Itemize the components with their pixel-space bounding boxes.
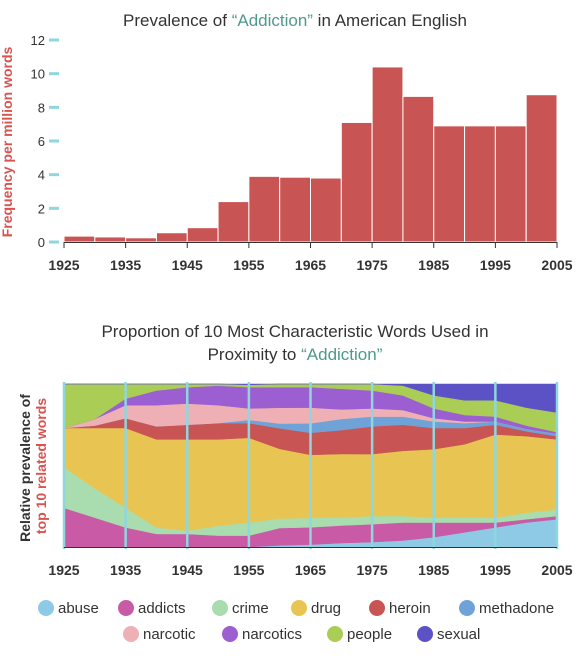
area-chart-ylabel-line2: top 10 related words (33, 398, 49, 534)
legend-label-sexual: sexual (437, 626, 480, 643)
bar-1935 (125, 237, 157, 243)
bar-1945 (186, 227, 219, 243)
bar-xtick-label: 1975 (357, 257, 388, 273)
bar-1960 (279, 176, 311, 243)
bar-ytick-label: 6 (38, 134, 45, 149)
bar-ytick-label: 12 (31, 33, 45, 48)
legend-label-people: people (347, 626, 392, 643)
area-xtick-label: 1995 (480, 562, 511, 578)
area-xtick-label: 2005 (541, 562, 572, 578)
bar-1965 (310, 177, 342, 243)
legend-swatch-sexual (417, 626, 433, 642)
bar-chart-axes: 0 2 4 6 8 10 12 1925 1935 1945 1955 1965 1975 1985 199… (31, 33, 573, 273)
bar-1985 (433, 125, 466, 243)
bar-2000 (525, 94, 558, 243)
legend-label-crime: crime (232, 600, 269, 617)
bar-chart-title: Prevalence of “Addiction” in American En… (123, 11, 467, 30)
legend-swatch-crime (212, 600, 228, 616)
legend-swatch-drug (291, 600, 307, 616)
bar-ytick-label: 8 (38, 100, 45, 115)
bar-xtick-label: 1985 (418, 257, 449, 273)
area-chart-title-line1: Proportion of 10 Most Characteristic Wor… (101, 322, 488, 341)
area-chart-title-line2: Proximity to “Addiction” (208, 345, 383, 364)
legend-swatch-people (327, 626, 343, 642)
legend-label-heroin: heroin (389, 600, 431, 617)
legend-label-abuse: abuse (58, 600, 99, 617)
bar-1955 (248, 175, 281, 243)
area-chart-ylabel: Relative prevalence of top 10 related wo… (17, 390, 49, 542)
legend: abuse addicts crime drug heroin methadone narc… (38, 600, 554, 643)
bar-xtick-label: 1925 (48, 257, 79, 273)
legend-label-methadone: methadone (479, 600, 554, 617)
legend-swatch-narcotics (222, 626, 238, 642)
bar-xtick-label: 2005 (541, 257, 572, 273)
bar-1950 (217, 201, 250, 243)
bar-1970 (340, 121, 373, 243)
area-xtick-label: 1945 (172, 562, 203, 578)
bar-ytick-label: 10 (31, 67, 45, 82)
bar-1990 (464, 125, 496, 243)
area-chart-axes: 1925 1935 1945 1955 1965 1975 1985 1995 2005 (48, 382, 573, 578)
bar-ytick-label: 4 (38, 168, 45, 183)
legend-swatch-heroin (369, 600, 385, 616)
legend-swatch-addicts (118, 600, 134, 616)
bar-ytick-label: 2 (38, 201, 45, 216)
legend-swatch-methadone (459, 600, 475, 616)
area-xtick-label: 1985 (418, 562, 449, 578)
bar-1980 (402, 95, 435, 243)
bar-1995 (494, 125, 527, 243)
bar-xtick-label: 1995 (480, 257, 511, 273)
bar-chart-ylabel: Frequency per million words (0, 46, 15, 237)
legend-label-narcotics: narcotics (242, 626, 302, 643)
bar-1930 (94, 236, 127, 243)
legend-label-narcotic: narcotic (143, 626, 196, 643)
bar-1925 (63, 235, 96, 243)
legend-label-drug: drug (311, 600, 341, 617)
area-xtick-label: 1955 (233, 562, 264, 578)
bar-ytick-label: 0 (38, 235, 45, 250)
area-chart-ylabel-line1: Relative prevalence of (17, 394, 33, 542)
area-xtick-label: 1935 (110, 562, 141, 578)
area-xtick-label: 1965 (295, 562, 326, 578)
bar-xtick-label: 1955 (233, 257, 264, 273)
bar-1940 (155, 232, 188, 243)
legend-label-addicts: addicts (138, 600, 186, 617)
bar-1975 (371, 66, 404, 243)
legend-swatch-abuse (38, 600, 54, 616)
bar-series (63, 66, 558, 243)
bar-xtick-label: 1945 (172, 257, 203, 273)
bar-xtick-label: 1965 (295, 257, 326, 273)
area-xtick-label: 1925 (48, 562, 79, 578)
legend-swatch-narcotic (123, 626, 139, 642)
area-xtick-label: 1975 (357, 562, 388, 578)
bar-xtick-label: 1935 (110, 257, 141, 273)
